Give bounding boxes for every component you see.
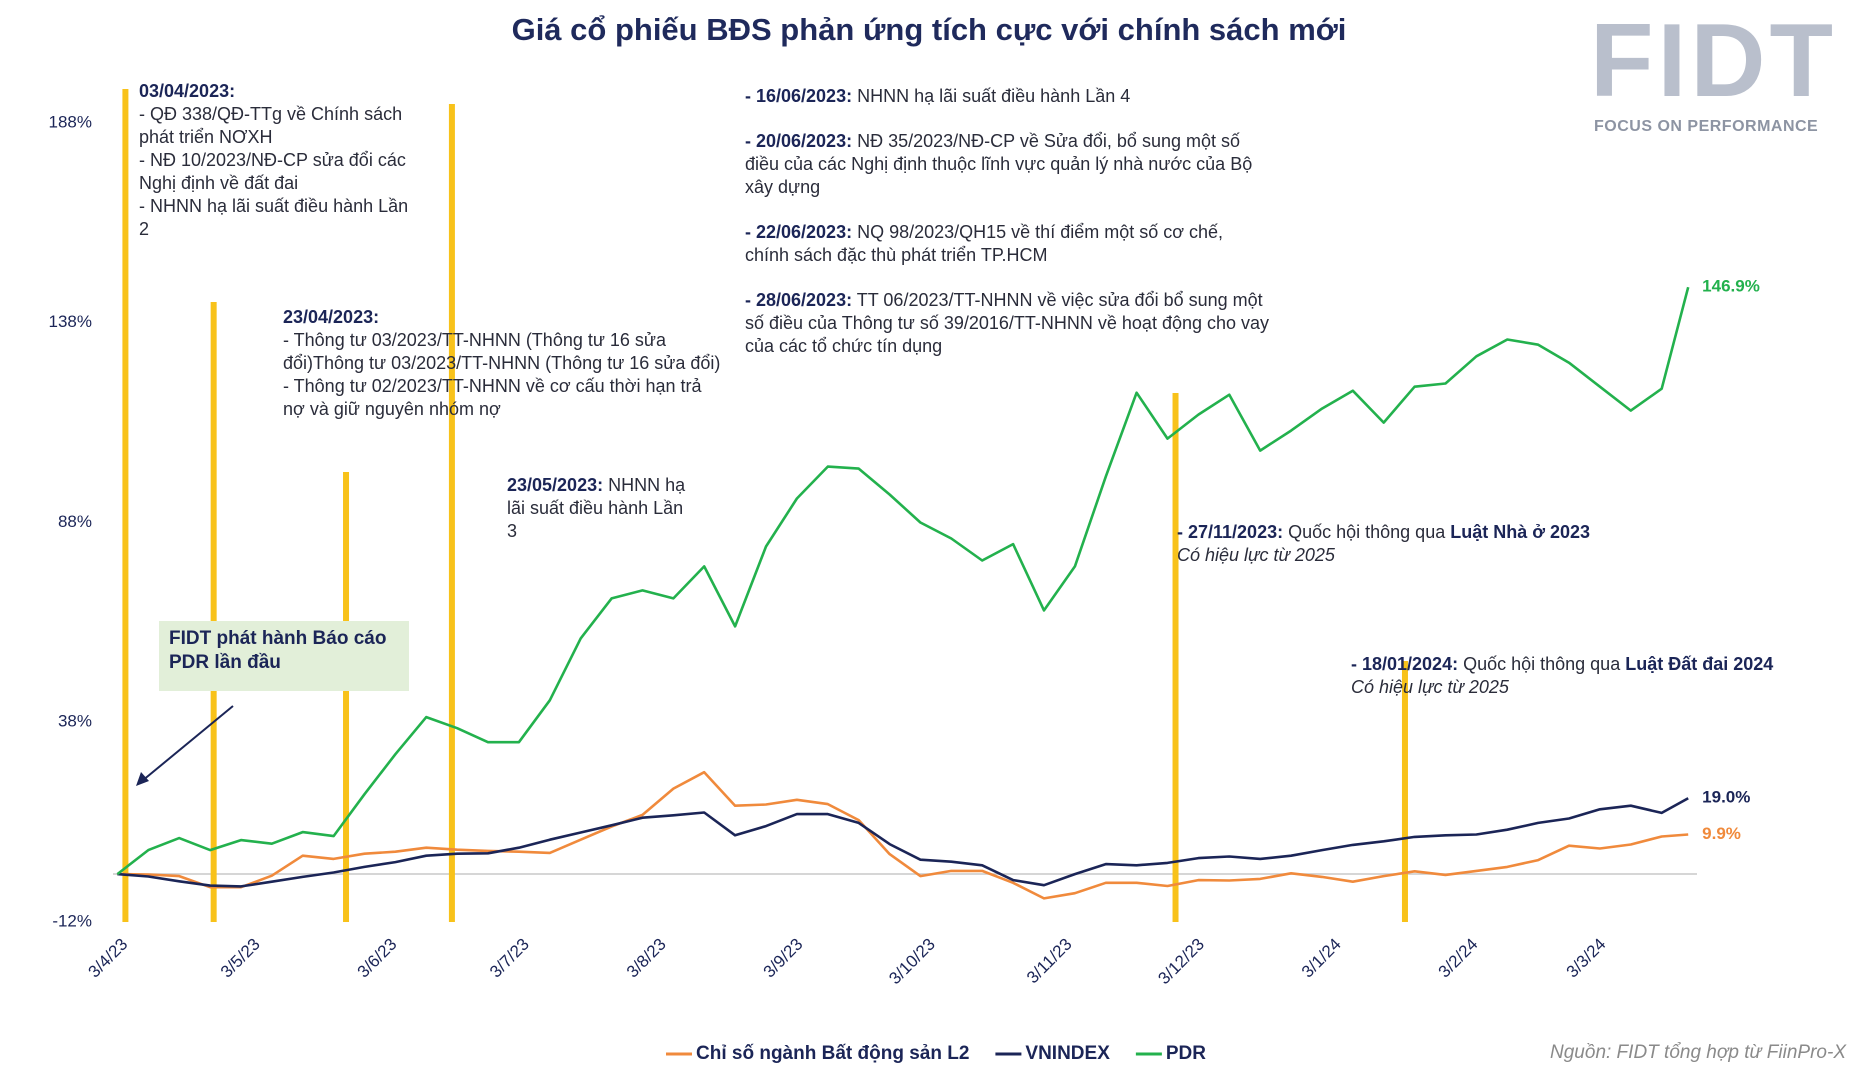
legend-label: VNINDEX bbox=[1025, 1043, 1110, 1064]
legend-label: Chỉ số ngành Bất động sản L2 bbox=[696, 1043, 969, 1064]
annotation-line: - 22/06/2023: NQ 98/2023/QH15 về thí điể… bbox=[745, 221, 1270, 267]
annotation-text: - 27/11/2023: bbox=[1177, 522, 1284, 542]
annotation: 23/04/2023: - Thông tư 03/2023/TT-NHNN (T… bbox=[283, 306, 721, 421]
y-tick-label: 138% bbox=[49, 312, 92, 331]
note-box: FIDT phát hành Báo cáo PDR lần đầu bbox=[159, 621, 409, 691]
annotation-line: Có hiệu lực từ 2025 bbox=[1351, 676, 1851, 699]
annotation-line: - 16/06/2023: NHNN hạ lãi suất điều hành… bbox=[745, 85, 1270, 108]
series-line bbox=[117, 797, 1689, 888]
x-tick-label: 3/5/23 bbox=[217, 935, 264, 982]
x-tick-label: 3/6/23 bbox=[354, 935, 401, 982]
end-label: 146.9% bbox=[1702, 277, 1760, 296]
arrow-head bbox=[136, 772, 149, 786]
y-tick-label: 88% bbox=[58, 512, 92, 531]
x-tick-label: 3/10/23 bbox=[885, 935, 939, 989]
annotation-text: - 20/06/2023: bbox=[745, 131, 853, 151]
legend-label: PDR bbox=[1166, 1043, 1206, 1064]
annotation: - 16/06/2023: NHNN hạ lãi suất điều hành… bbox=[745, 85, 1270, 380]
annotation-text: 03/04/2023: bbox=[139, 81, 236, 101]
end-label: 9.9% bbox=[1702, 824, 1741, 843]
logo-tagline: FOCUS ON PERFORMANCE bbox=[1594, 118, 1819, 135]
annotation: 23/05/2023: NHNN hạ lãi suất điều hành L… bbox=[507, 474, 697, 543]
annotation-line: - Thông tư 02/2023/TT-NHNN về cơ cấu thờ… bbox=[283, 375, 721, 421]
annotation-text: - QĐ 338/QĐ-TTg về Chính sách phát triển… bbox=[139, 104, 408, 147]
annotation-text: - 18/01/2024: bbox=[1351, 654, 1459, 674]
annotation-text: - Thông tư 03/2023/TT-NHNN (Thông tư 16 … bbox=[283, 330, 721, 373]
x-tick-label: 3/11/23 bbox=[1023, 935, 1076, 988]
y-tick-label: -12% bbox=[52, 911, 92, 930]
x-tick-label: 3/9/23 bbox=[760, 935, 807, 982]
annotation-line: - QĐ 338/QĐ-TTg về Chính sách phát triển… bbox=[139, 103, 409, 149]
annotation-text: Quốc hội thông qua bbox=[1283, 522, 1451, 542]
x-tick-label: 3/2/24 bbox=[1435, 935, 1482, 982]
y-tick-label: 188% bbox=[49, 112, 92, 131]
annotation-line: 23/04/2023: bbox=[283, 306, 721, 329]
series-line bbox=[117, 770, 1689, 900]
annotation-text: - 28/06/2023: bbox=[745, 290, 853, 310]
annotation-text: Có hiệu lực từ 2025 bbox=[1351, 677, 1509, 697]
source: Nguồn: FIDT tổng hợp từ FiinPro-X bbox=[1550, 1042, 1846, 1063]
annotation-text: 23/05/2023: bbox=[507, 475, 604, 495]
annotation-text: - 22/06/2023: bbox=[745, 222, 853, 242]
annotation: - 27/11/2023: Quốc hội thông qua Luật Nh… bbox=[1177, 521, 1677, 567]
x-tick-label: 3/4/23 bbox=[85, 935, 132, 982]
annotation-text: NĐ 35/2023/NĐ-CP về Sửa đổi, bổ sung một… bbox=[745, 131, 1258, 197]
annotation-line: - 18/01/2024: Quốc hội thông qua Luật Đấ… bbox=[1351, 653, 1851, 676]
chart-title: Giá cổ phiếu BĐS phản ứng tích cực với c… bbox=[511, 12, 1347, 47]
x-tick-label: 3/12/23 bbox=[1154, 935, 1208, 989]
annotation-text: 23/04/2023: bbox=[283, 307, 380, 327]
legend-item: VNINDEX bbox=[995, 1043, 1110, 1064]
annotation-text: - 16/06/2023: bbox=[745, 86, 853, 106]
annotation-text: NHNN hạ lãi suất điều hành Lần 4 bbox=[852, 86, 1131, 106]
x-tick-label: 3/3/24 bbox=[1563, 935, 1610, 982]
annotation-text: TT 06/2023/TT-NHNN về việc sửa đổi bổ su… bbox=[745, 290, 1275, 356]
annotation-line: - 28/06/2023: TT 06/2023/TT-NHNN về việc… bbox=[745, 289, 1270, 358]
legend-item: Chỉ số ngành Bất động sản L2 bbox=[666, 1043, 969, 1064]
annotation-text: - Thông tư 02/2023/TT-NHNN về cơ cấu thờ… bbox=[283, 376, 707, 419]
logo: FIDT bbox=[1590, 3, 1838, 119]
annotation-line: - NĐ 10/2023/NĐ-CP sửa đổi các Nghị định… bbox=[139, 149, 409, 195]
annotation-line: - Thông tư 03/2023/TT-NHNN (Thông tư 16 … bbox=[283, 329, 721, 375]
annotation-text: - NĐ 10/2023/NĐ-CP sửa đổi các Nghị định… bbox=[139, 150, 411, 193]
annotation: 03/04/2023: - QĐ 338/QĐ-TTg về Chính sách… bbox=[139, 80, 409, 241]
annotation: - 18/01/2024: Quốc hội thông qua Luật Đấ… bbox=[1351, 653, 1851, 699]
legend: Chỉ số ngành Bất động sản L2 VNINDEX PDR bbox=[666, 1043, 1206, 1064]
annotation-line: - 27/11/2023: Quốc hội thông qua Luật Nh… bbox=[1177, 521, 1677, 544]
annotation-line: - 20/06/2023: NĐ 35/2023/NĐ-CP về Sửa đổ… bbox=[745, 130, 1270, 199]
arrow-shaft bbox=[141, 705, 234, 782]
annotation-text: Luật Đất đai 2024 bbox=[1625, 654, 1774, 674]
y-tick-label: 38% bbox=[58, 712, 92, 731]
annotation-text: Quốc hội thông qua bbox=[1458, 654, 1626, 674]
annotation-line: - NHNN hạ lãi suất điều hành Lần 2 bbox=[139, 195, 409, 241]
annotation-text: NQ 98/2023/QH15 về thí điểm một số cơ ch… bbox=[745, 222, 1229, 265]
annotation-line: 03/04/2023: bbox=[139, 80, 409, 103]
series-line bbox=[116, 286, 1690, 876]
annotation-text: NHNN hạ lãi suất điều hành Lần 3 bbox=[507, 475, 691, 541]
end-label: 19.0% bbox=[1702, 788, 1750, 807]
annotation-text: - NHNN hạ lãi suất điều hành Lần 2 bbox=[139, 196, 414, 239]
x-tick-label: 3/7/23 bbox=[486, 935, 533, 982]
x-tick-label: 3/1/24 bbox=[1298, 935, 1345, 982]
annotation-text: Có hiệu lực từ 2025 bbox=[1177, 545, 1335, 565]
annotation-text: Luật Nhà ở 2023 bbox=[1450, 522, 1591, 542]
x-tick-label: 3/8/23 bbox=[623, 935, 670, 982]
annotation-line: 23/05/2023: NHNN hạ lãi suất điều hành L… bbox=[507, 474, 697, 543]
annotation-line: Có hiệu lực từ 2025 bbox=[1177, 544, 1677, 567]
legend-item: PDR bbox=[1135, 1043, 1206, 1064]
